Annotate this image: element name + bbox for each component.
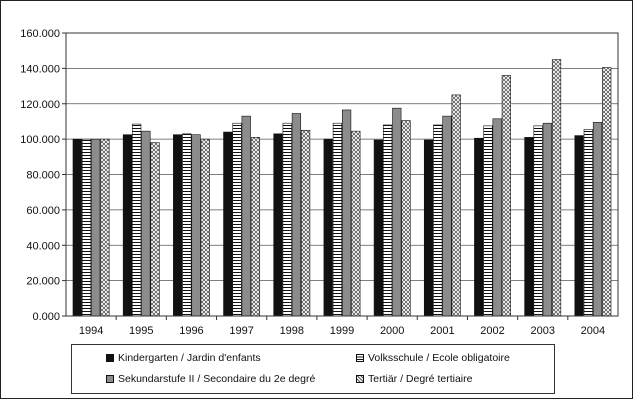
bar-tertiaer-2001 <box>451 94 461 317</box>
y-tick-label: 0.000 <box>32 311 60 323</box>
bar-volksschule-1995 <box>132 123 142 317</box>
y-tick-label: 80.000 <box>26 170 60 182</box>
bar-volksschule-2000 <box>382 124 393 317</box>
bar-kindergarten-1999 <box>323 138 333 317</box>
bar-tertiaer-1995 <box>150 142 160 317</box>
axes <box>62 32 619 320</box>
legend-label-kindergarten: Kindergarten / Jardin d'enfants <box>118 352 261 364</box>
bar-sekundarstufe-1994 <box>91 138 101 317</box>
bars <box>72 59 612 317</box>
bar-kindergarten-1997 <box>223 131 233 317</box>
legend-swatch-volksschule <box>356 354 364 362</box>
bar-volksschule-2004 <box>583 129 593 317</box>
bar-tertiaer-2002 <box>501 75 511 317</box>
x-tick-label: 1996 <box>179 325 203 337</box>
bar-kindergarten-2004 <box>574 135 584 317</box>
bar-sekundarstufe-1996 <box>191 134 201 317</box>
legend-label-sekundarstufe: Sekundarstufe II / Secondaire du 2e degr… <box>118 373 316 385</box>
bar-sekundarstufe-2003 <box>542 122 552 317</box>
bar-tertiaer-1997 <box>250 137 261 317</box>
bar-tertiaer-2004 <box>602 67 612 317</box>
bar-sekundarstufe-1998 <box>291 113 302 317</box>
bar-sekundarstufe-2000 <box>392 107 402 317</box>
bar-kindergarten-1995 <box>122 134 133 317</box>
legend-swatch-kindergarten <box>106 354 114 362</box>
x-tick-label: 1997 <box>229 325 253 337</box>
bar-volksschule-1998 <box>282 122 292 317</box>
x-tick-label: 1999 <box>330 325 354 337</box>
legend-item-tertiaer: Tertiär / Degré tertiaire <box>356 373 472 385</box>
legend-item-volksschule: Volksschule / Ecole obligatoire <box>356 352 510 364</box>
bar-volksschule-1999 <box>332 122 343 317</box>
bar-volksschule-1994 <box>81 138 92 317</box>
bar-sekundarstufe-1997 <box>241 115 251 317</box>
legend: Kindergarten / Jardin d'enfants Volkssch… <box>71 344 555 394</box>
x-tick-label: 2002 <box>480 325 504 337</box>
y-tick-label: 40.000 <box>26 240 60 252</box>
bar-volksschule-2001 <box>433 124 443 317</box>
bar-tertiaer-2000 <box>401 120 411 317</box>
bar-kindergarten-1998 <box>273 133 283 317</box>
bar-kindergarten-1994 <box>72 138 82 317</box>
y-tick-label: 120.000 <box>20 99 60 111</box>
legend-swatch-sekundarstufe <box>106 375 114 383</box>
bar-kindergarten-2001 <box>423 139 434 317</box>
x-tick-label: 2003 <box>530 325 554 337</box>
legend-label-volksschule: Volksschule / Ecole obligatoire <box>368 352 510 364</box>
x-tick-label: 1998 <box>280 325 304 337</box>
legend-label-tertiaer: Tertiär / Degré tertiaire <box>368 373 473 385</box>
bar-kindergarten-2002 <box>474 137 484 317</box>
bar-tertiaer-2003 <box>551 59 562 317</box>
tick-labels: 0.000 20.000 40.000 60.000 80.000 100.000 120.… <box>20 28 605 337</box>
x-tick-label: 2004 <box>581 325 605 337</box>
bar-volksschule-1996 <box>182 133 192 317</box>
bar-kindergarten-1996 <box>173 134 183 317</box>
y-tick-label: 140.000 <box>20 63 60 75</box>
bar-sekundarstufe-1995 <box>141 130 151 317</box>
x-tick-label: 2001 <box>430 325 454 337</box>
x-tick-label: 1995 <box>129 325 153 337</box>
x-tick-label: 1994 <box>79 325 103 337</box>
y-tick-label: 100.000 <box>20 134 60 146</box>
bar-volksschule-2003 <box>533 125 543 317</box>
bar-sekundarstufe-1999 <box>341 109 352 317</box>
bar-sekundarstufe-2004 <box>592 122 603 317</box>
legend-swatch-tertiaer <box>356 375 364 383</box>
bar-tertiaer-1998 <box>301 129 311 317</box>
bar-sekundarstufe-2002 <box>492 118 502 317</box>
bar-tertiaer-1996 <box>200 138 210 317</box>
bar-kindergarten-2000 <box>373 139 383 317</box>
legend-item-kindergarten: Kindergarten / Jardin d'enfants <box>106 352 261 364</box>
x-tick-label: 2000 <box>380 325 404 337</box>
y-tick-label: 60.000 <box>26 205 60 217</box>
bar-tertiaer-1994 <box>100 138 110 317</box>
bar-kindergarten-2003 <box>524 137 534 317</box>
bar-volksschule-1997 <box>232 122 242 317</box>
bar-volksschule-2002 <box>483 125 493 317</box>
bar-sekundarstufe-2001 <box>442 115 452 317</box>
y-tick-label: 20.000 <box>26 276 60 288</box>
y-tick-label: 160.000 <box>20 28 60 40</box>
bar-tertiaer-1999 <box>351 130 361 317</box>
legend-item-sekundarstufe: Sekundarstufe II / Secondaire du 2e degr… <box>106 373 315 385</box>
